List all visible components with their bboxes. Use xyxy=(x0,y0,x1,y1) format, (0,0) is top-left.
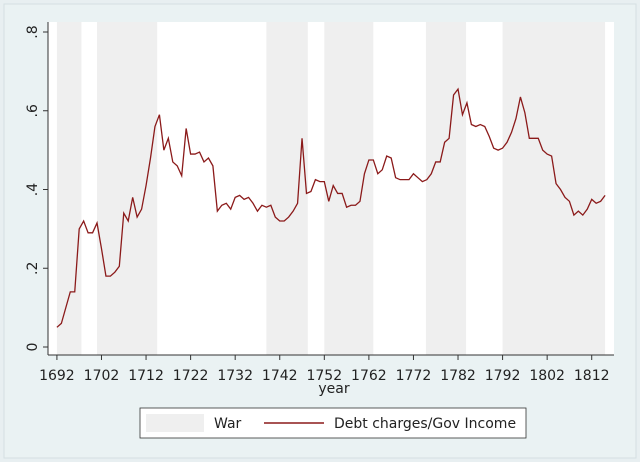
war-band xyxy=(324,22,374,355)
x-tick-label: 1762 xyxy=(351,368,387,384)
y-tick-label: .4 xyxy=(25,183,41,196)
legend xyxy=(139,407,527,439)
x-axis-title: year xyxy=(318,381,349,397)
x-tick-label: 1802 xyxy=(529,368,565,384)
x-tick-label: 1782 xyxy=(440,368,476,384)
y-tick-label: 0 xyxy=(25,343,41,352)
x-tick-label: 1732 xyxy=(217,368,253,384)
war-band xyxy=(56,22,82,355)
x-tick-label: 1812 xyxy=(574,368,610,384)
data-line xyxy=(56,87,606,328)
x-tick-label: 1792 xyxy=(485,368,521,384)
x-tick-label: 1692 xyxy=(39,368,75,384)
y-tick-label: .6 xyxy=(25,104,41,117)
y-tick-label: .8 xyxy=(25,25,41,38)
war-band xyxy=(266,22,308,355)
war-band xyxy=(502,22,606,355)
x-tick-label: 1752 xyxy=(306,368,342,384)
legend-label: War xyxy=(214,416,242,432)
y-tick-label: .2 xyxy=(25,262,41,275)
legend-war-swatch xyxy=(146,414,204,432)
x-tick-label: 1702 xyxy=(84,368,120,384)
legend-label: Debt charges/Gov Income xyxy=(334,416,516,432)
x-tick-label: 1772 xyxy=(396,368,432,384)
x-tick-label: 1722 xyxy=(173,368,209,384)
x-tick-label: 1712 xyxy=(128,368,164,384)
war-band xyxy=(425,22,467,355)
x-tick-label: 1742 xyxy=(262,368,298,384)
war-band xyxy=(97,22,158,355)
